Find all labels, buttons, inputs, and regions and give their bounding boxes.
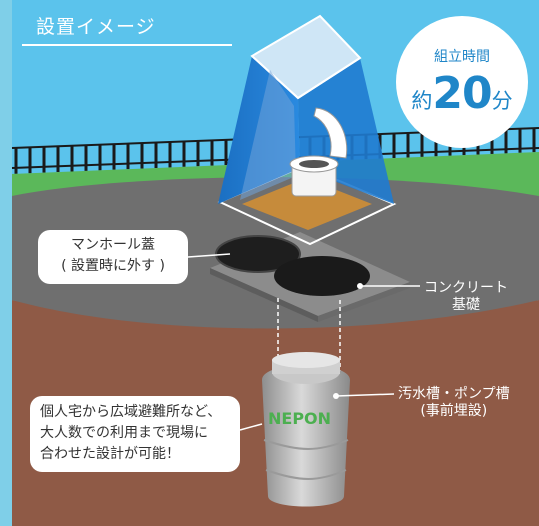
manhole-lid-callout: マンホール蓋 ( 設置時に外す ) xyxy=(38,230,188,284)
concrete-line1: コンクリート xyxy=(424,280,508,296)
leader-dot-tank xyxy=(333,393,339,399)
title-underline xyxy=(22,44,232,46)
manhole-opening xyxy=(274,256,370,296)
left-edge-band xyxy=(0,0,12,526)
assembly-time-badge: 組立時間 約20分 xyxy=(396,16,528,148)
manhole-lid-shape xyxy=(215,235,301,273)
leader-dot-concrete xyxy=(357,283,363,289)
note-line1: 個人宅から広域避難所など、 xyxy=(40,404,222,420)
badge-unit: 分 xyxy=(491,89,513,113)
tank-callout: 汚水槽・ポンプ槽 (事前埋設) xyxy=(398,386,510,420)
manhole-lid-line1: マンホール蓋 xyxy=(71,237,155,253)
tank: NEPON xyxy=(262,352,350,507)
concrete-line2: 基礎 xyxy=(452,297,480,313)
tank-line2: (事前埋設) xyxy=(420,403,488,419)
badge-number: 20 xyxy=(432,68,492,119)
tent-floor-panel xyxy=(242,178,372,230)
guide-lines xyxy=(277,298,341,374)
tank-brand-label: NEPON xyxy=(268,409,331,428)
tent xyxy=(218,14,394,204)
page-title: 設置イメージ xyxy=(36,16,156,38)
note-line2: 大人数での利用まで現場に xyxy=(40,425,208,441)
toilet xyxy=(289,107,348,197)
note-line3: 合わせた設計が可能！ xyxy=(40,446,180,462)
badge-label: 組立時間 xyxy=(434,49,490,65)
leader-lines xyxy=(187,253,420,431)
concrete-callout: コンクリート 基礎 xyxy=(424,280,508,314)
badge-value: 約20分 xyxy=(396,68,528,119)
manhole-lid-line2: ( 設置時に外す ) xyxy=(61,258,165,274)
tank-line1: 汚水槽・ポンプ槽 xyxy=(398,386,510,402)
design-note-callout: 個人宅から広域避難所など、 大人数での利用まで現場に 合わせた設計が可能！ xyxy=(30,396,240,472)
badge-prefix: 約 xyxy=(411,89,433,113)
